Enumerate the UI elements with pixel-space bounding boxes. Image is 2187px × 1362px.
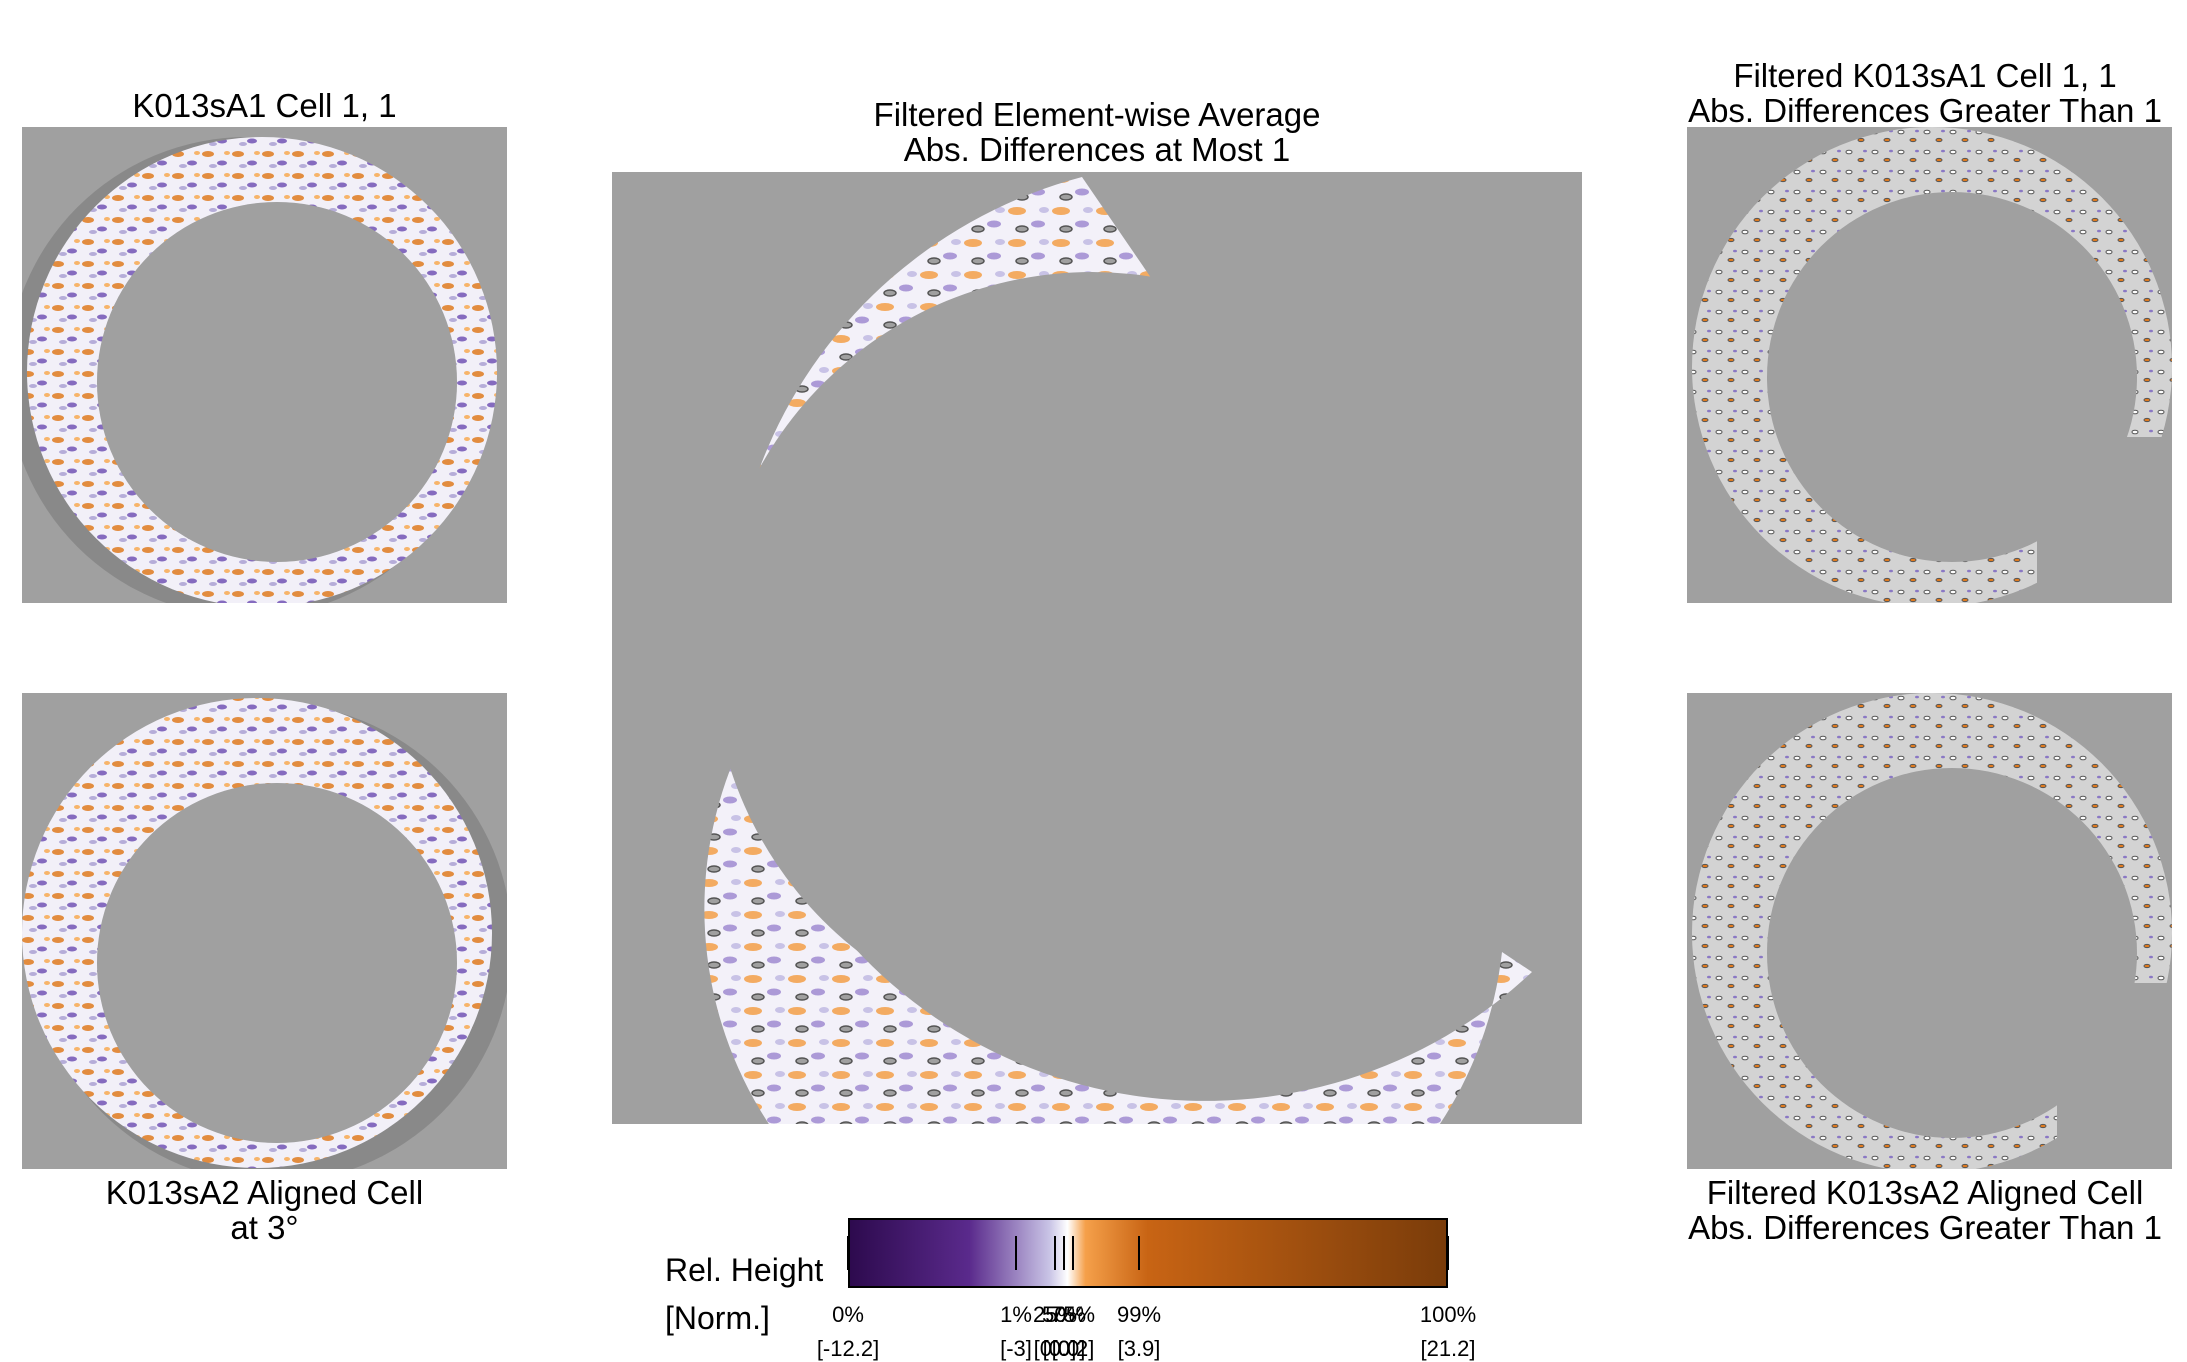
top-right-surface-map: [1687, 127, 2172, 603]
center-surface-panel: [612, 172, 1582, 1124]
colorbar-tick-percent: 25%: [1032, 1302, 1078, 1327]
top-right-title: Filtered K013sA1 Cell 1, 1 Abs. Differen…: [1665, 58, 2185, 128]
colorbar-tick-mark: [1015, 1236, 1017, 1270]
bottom-right-surface-map: [1687, 693, 2172, 1169]
top-left-surface-map: [22, 127, 507, 603]
colorbar-tick-value: [-12.2]: [816, 1336, 880, 1361]
colorbar-tick-value: [3.9]: [1117, 1336, 1161, 1361]
colorbar: [848, 1218, 1448, 1288]
bottom-right-surface-panel: [1687, 693, 2172, 1169]
top-right-title-line2: Abs. Differences Greater Than 1: [1688, 92, 2162, 129]
bottom-left-surface-panel: [22, 693, 507, 1169]
colorbar-tick-percent: 99%: [1116, 1302, 1162, 1327]
colorbar-tick-value: [21.2]: [1420, 1336, 1476, 1361]
colorbar-tick-percent: 50%: [1041, 1302, 1087, 1327]
bottom-left-surface-map: [22, 693, 507, 1169]
colorbar-tick-mark: [1063, 1236, 1065, 1270]
colorbar-tick-mark: [1072, 1236, 1074, 1270]
center-surface-map: [612, 172, 1582, 1124]
bottom-left-title: K013sA2 Aligned Cell at 3°: [22, 1175, 507, 1245]
bottom-right-title: Filtered K013sA2 Aligned Cell Abs. Diffe…: [1665, 1175, 2185, 1245]
colorbar-tick-percent: 0%: [832, 1302, 864, 1327]
colorbar-ticks: 0% [-12.2] 1% [-3] 25% [0.0] 50% [0.0] 75% [0.2] 9…: [817, 1288, 1476, 1361]
center-title: Filtered Element-wise Average Abs. Diffe…: [612, 97, 1582, 167]
colorbar-tick-percent: 100%: [1419, 1302, 1477, 1327]
colorbar-tick-value: [-3]: [1000, 1336, 1032, 1361]
center-title-line1: Filtered Element-wise Average: [873, 96, 1321, 133]
top-right-surface-panel: [1687, 127, 2172, 603]
top-right-title-line1: Filtered K013sA1 Cell 1, 1: [1733, 57, 2117, 94]
colorbar-label-line2: [Norm.]: [665, 1300, 770, 1336]
bottom-right-title-line1: Filtered K013sA2 Aligned Cell: [1706, 1174, 2144, 1211]
bottom-left-title-line2: at 3°: [230, 1209, 299, 1246]
colorbar-tick-mark: [1447, 1236, 1449, 1270]
colorbar-tick-value: [0.2]: [1051, 1336, 1095, 1361]
colorbar-tick-percent: 1%: [1000, 1302, 1032, 1327]
top-left-surface-panel: [22, 127, 507, 603]
top-left-title: K013sA1 Cell 1, 1: [132, 87, 397, 124]
bottom-left-title-line1: K013sA2 Aligned Cell: [105, 1174, 424, 1211]
center-title-line2: Abs. Differences at Most 1: [903, 131, 1291, 168]
colorbar-tick-mark: [847, 1236, 849, 1270]
colorbar-tick-mark: [1054, 1236, 1056, 1270]
colorbar-tick-mark: [1138, 1236, 1140, 1270]
bottom-right-title-line2: Abs. Differences Greater Than 1: [1688, 1209, 2162, 1246]
colorbar-label-line1: Rel. Height: [665, 1252, 824, 1288]
colorbar-tick-percent: 75%: [1050, 1302, 1096, 1327]
